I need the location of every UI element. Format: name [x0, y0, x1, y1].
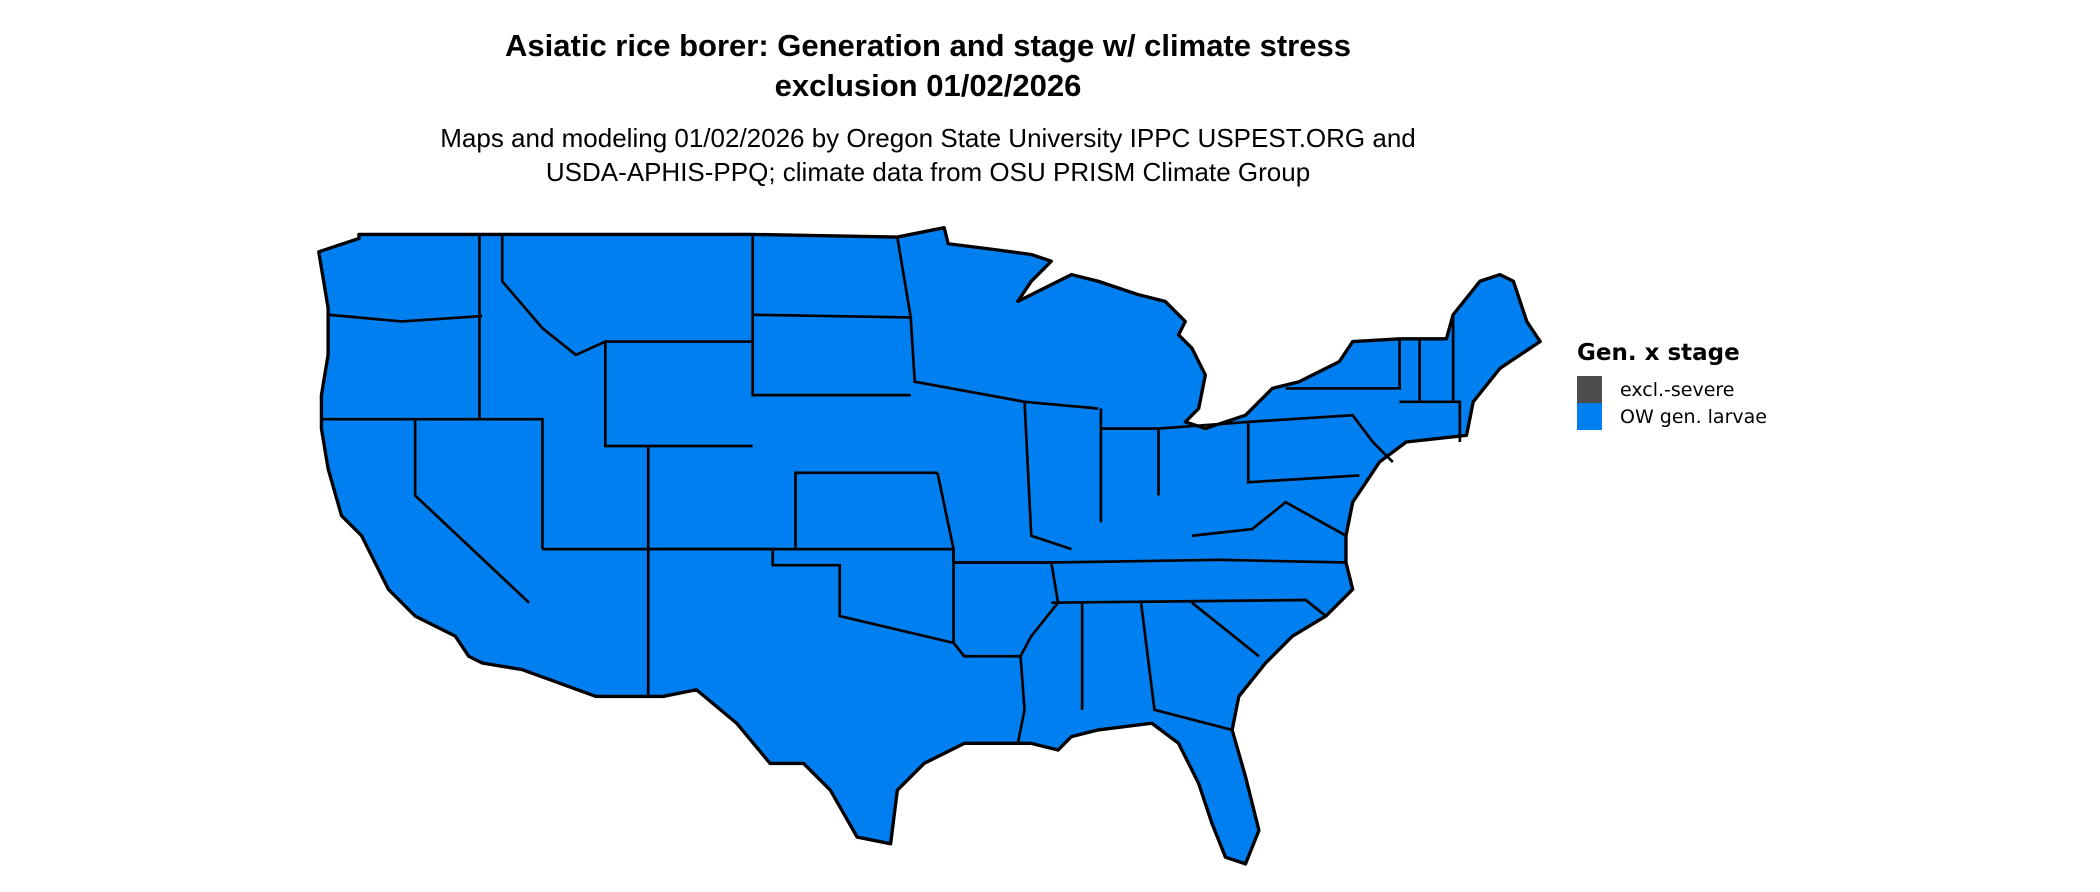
map-title: Asiatic rice borer: Generation and stage…: [0, 26, 1856, 106]
legend-label: OW gen. larvae: [1620, 405, 1767, 428]
title-line-1: Asiatic rice borer: Generation and stage…: [505, 28, 1351, 63]
title-line-2: exclusion 01/02/2026: [774, 68, 1082, 103]
legend-label: excl.-severe: [1620, 378, 1735, 401]
subtitle-line-1: Maps and modeling 01/02/2026 by Oregon S…: [440, 123, 1416, 153]
subtitle-line-2: USDA-APHIS-PPQ; climate data from OSU PR…: [545, 157, 1311, 187]
legend-swatch: [1577, 403, 1602, 430]
state-borders: [321, 234, 1462, 744]
legend-item-excl-severe: excl.-severe: [1577, 376, 1767, 403]
legend-swatch: [1577, 376, 1602, 403]
legend: Gen. x stage excl.-severe OW gen. larvae: [1577, 340, 1767, 430]
legend-title: Gen. x stage: [1577, 340, 1740, 366]
us-outline: [317, 226, 1542, 866]
map-subtitle: Maps and modeling 01/02/2026 by Oregon S…: [0, 121, 1856, 189]
legend-item-ow-gen-larvae: OW gen. larvae: [1577, 403, 1767, 430]
